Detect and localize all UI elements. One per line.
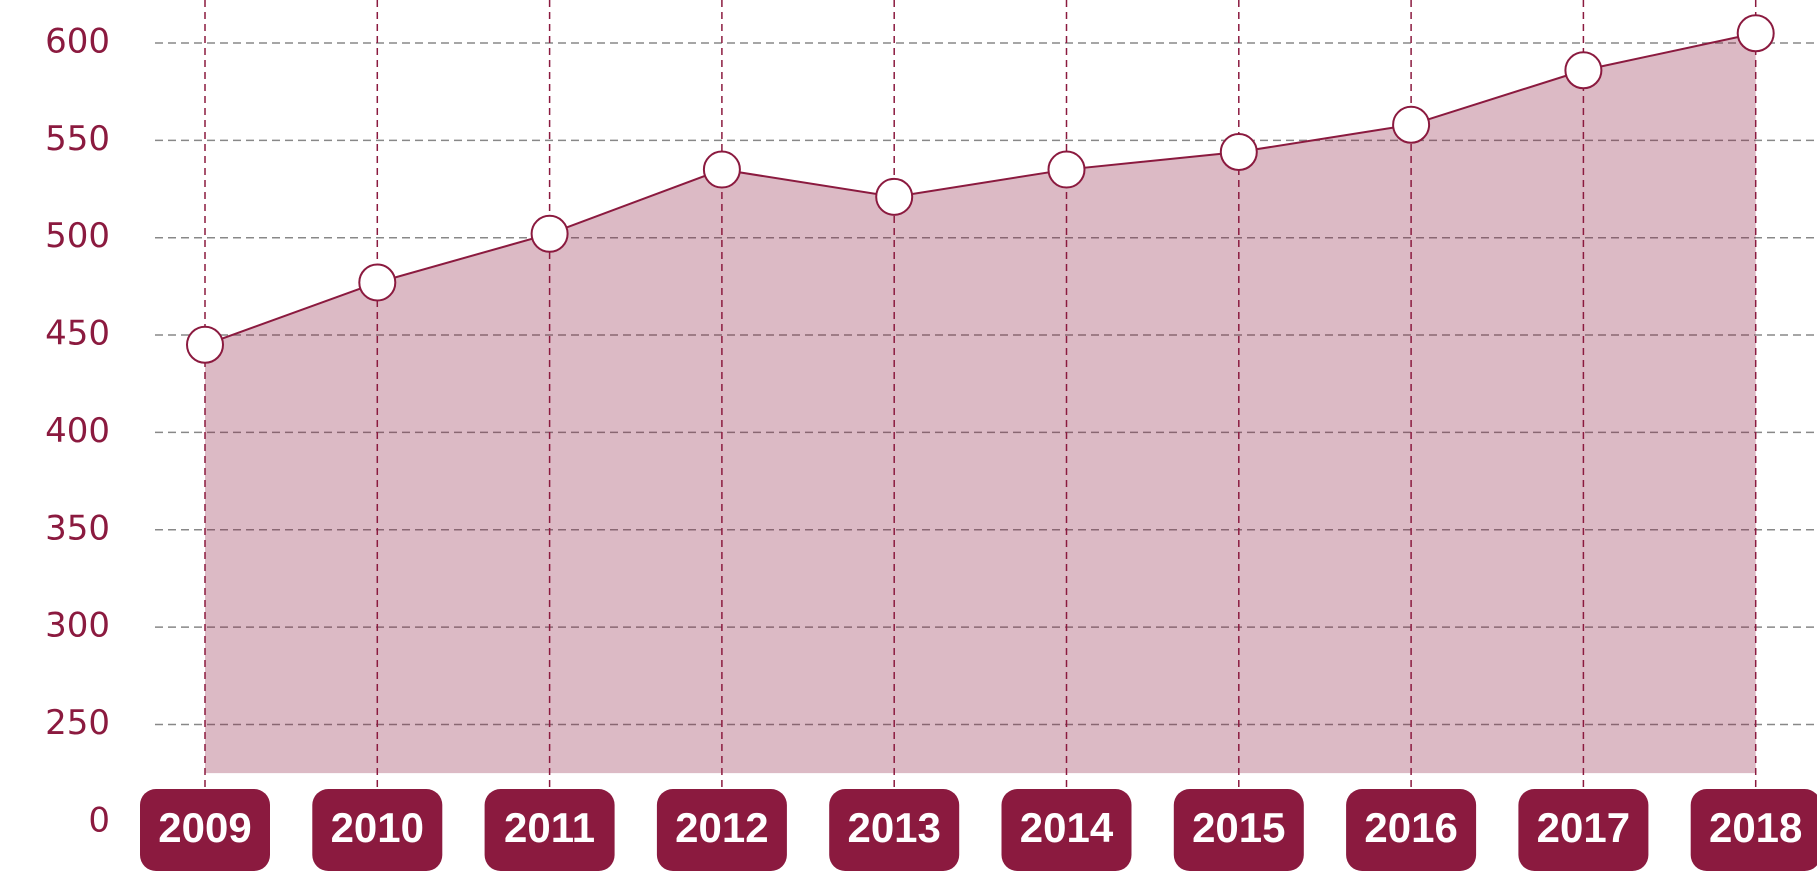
- x-label-box: [656, 789, 787, 871]
- y-tick-label: 0: [88, 800, 110, 840]
- point: [702, 150, 741, 189]
- point: [1736, 14, 1775, 53]
- y-tick-label: 500: [45, 216, 110, 256]
- point: [875, 177, 914, 216]
- x-tick-label: 2018: [1709, 804, 1802, 851]
- x-tick-label: 2015: [1192, 804, 1285, 851]
- point: [530, 214, 569, 253]
- x-label-box: [1346, 789, 1477, 871]
- x-label-box: [829, 789, 960, 871]
- x-tick-label: 2012: [675, 804, 768, 851]
- point: [1564, 51, 1603, 90]
- x-tick-label: 2009: [158, 804, 251, 851]
- point: [1392, 105, 1431, 144]
- area: [205, 33, 1756, 774]
- x-label-box: [1690, 789, 1817, 871]
- x-tick-label: 2016: [1364, 804, 1457, 851]
- x-tick-label: 2010: [331, 804, 424, 851]
- x-label-box: [1001, 789, 1132, 871]
- y-tick-label: 300: [45, 606, 110, 646]
- y-tick-label: 350: [45, 508, 110, 548]
- point: [358, 263, 397, 302]
- x-label-box: [312, 789, 443, 871]
- x-label-box: [484, 789, 615, 871]
- y-tick-label: 400: [45, 411, 110, 451]
- x-tick-label: 2011: [504, 804, 595, 851]
- x-label-box: [140, 789, 270, 871]
- point: [1047, 150, 1086, 189]
- x-tick-label: 2017: [1537, 804, 1630, 851]
- y-tick-label: 550: [45, 119, 110, 159]
- y-tick-label: 250: [45, 703, 110, 743]
- line: [204, 32, 1756, 346]
- point: [1219, 133, 1258, 172]
- x-tick-label: 2014: [1020, 804, 1114, 851]
- point: [186, 325, 224, 364]
- y-tick-label: 600: [45, 22, 110, 62]
- y-tick-label: 450: [45, 314, 110, 354]
- x-label-box: [1518, 789, 1649, 871]
- x-tick-label: 2013: [847, 804, 940, 851]
- x-label-box: [1173, 789, 1304, 871]
